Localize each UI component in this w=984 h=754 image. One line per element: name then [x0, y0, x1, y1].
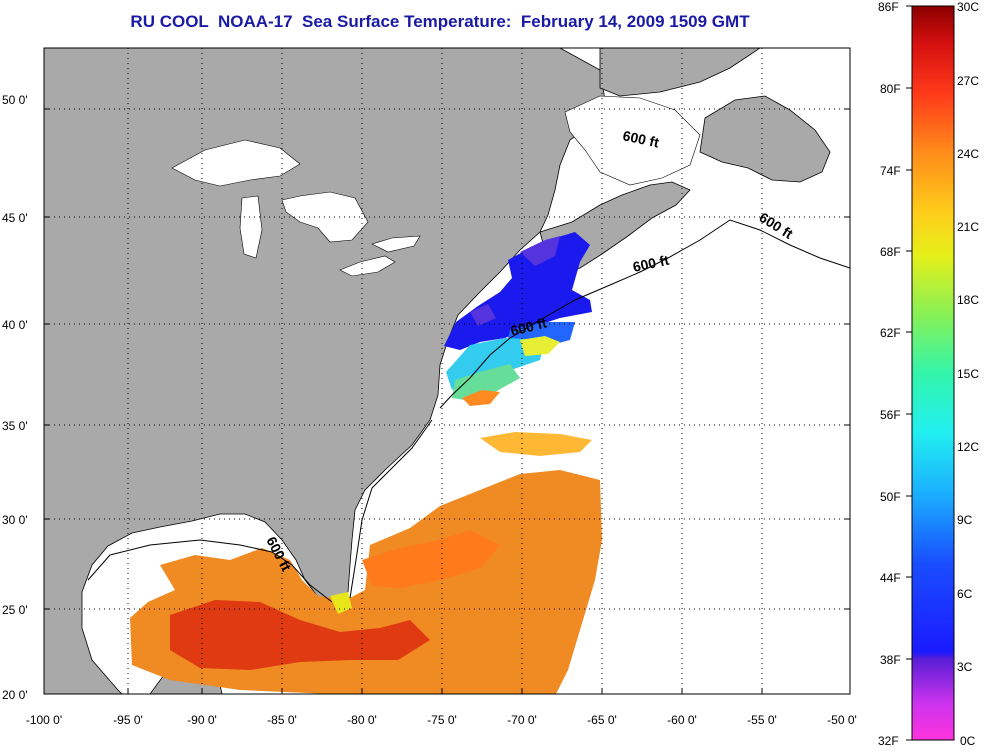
latitude-labels: 50 0' 45 0' 40 0' 35 0' 30 0' 25 0' 20 0… — [2, 93, 28, 702]
map-title: RU COOL NOAA-17 Sea Surface Temperature:… — [130, 12, 750, 31]
colorbar-c-label: 24C — [957, 147, 979, 161]
lat-label: 25 0' — [2, 603, 28, 617]
colorbar-c-label: 0C — [960, 734, 976, 748]
land-labrador — [599, 48, 761, 97]
colorbar-f-label: 68F — [880, 245, 901, 259]
lon-label: -50 0' — [827, 713, 857, 727]
lat-label: 50 0' — [2, 93, 28, 107]
sst-gulfstream-yellow — [520, 336, 560, 356]
sst-florida-bay — [330, 592, 352, 614]
lon-label: -85 0' — [267, 713, 297, 727]
sst-gulf-warm — [362, 530, 500, 588]
lat-label: 40 0' — [2, 318, 28, 332]
sst-caribbean-red — [170, 600, 430, 670]
lon-label: -90 0' — [187, 713, 217, 727]
colorbar-f-label: 50F — [880, 490, 901, 504]
sst-shelf-violet — [470, 236, 560, 326]
gulf-st-lawrence — [564, 95, 701, 186]
great-lakes — [171, 139, 421, 277]
lon-label: -55 0' — [747, 713, 777, 727]
colorbar-c-label: 3C — [957, 660, 973, 674]
colorbar-c-label: 18C — [957, 293, 979, 307]
colorbar-ramp — [911, 5, 955, 741]
colorbar-f-label: 56F — [880, 408, 901, 422]
sst-slope-green — [452, 364, 520, 400]
isobath-600ft — [87, 219, 850, 603]
lat-label: 30 0' — [2, 513, 28, 527]
colorbar-f-label: 74F — [880, 164, 901, 178]
colorbar-c-label: 9C — [957, 513, 973, 527]
sst-gulfstream-orange — [462, 390, 500, 406]
lat-label: 20 0' — [2, 688, 28, 702]
colorbar-f-label: 38F — [880, 653, 901, 667]
lon-label: -70 0' — [507, 713, 537, 727]
land-north-america — [44, 48, 606, 694]
map-frame — [43, 47, 851, 695]
lon-label: -65 0' — [587, 713, 617, 727]
colorbar-f-label: 86F — [878, 0, 899, 14]
isobath-label: 600 ft — [631, 252, 670, 275]
lat-label: 45 0' — [2, 211, 28, 225]
isobath-label: 600 ft — [621, 127, 660, 150]
colorbar-c-label: 27C — [957, 74, 979, 88]
lon-label: -80 0' — [347, 713, 377, 727]
colorbar-c-label: 6C — [957, 587, 973, 601]
lon-label: -100 0' — [26, 713, 62, 727]
axis-ticks — [44, 108, 850, 694]
colorbar-f-label: 62F — [880, 326, 901, 340]
lon-label: -75 0' — [427, 713, 457, 727]
colorbar-f-label: 44F — [880, 571, 901, 585]
land-newfoundland — [699, 95, 831, 183]
colorbar-c-label: 12C — [957, 440, 979, 454]
colorbar: 86F 80F 74F 68F 62F 56F 50F 44F 38F 32F … — [878, 0, 979, 748]
colorbar-f-label: 32F — [878, 734, 899, 748]
colorbar-c-label: 15C — [957, 367, 979, 381]
lat-label: 35 0' — [2, 419, 28, 433]
colorbar-c-label: 21C — [957, 220, 979, 234]
lon-label: -60 0' — [667, 713, 697, 727]
lon-label: -95 0' — [113, 713, 143, 727]
colorbar-c-label: 30C — [957, 0, 979, 14]
colorbar-f-label: 80F — [880, 82, 901, 96]
sst-mid-atlantic-patch — [480, 432, 592, 456]
longitude-labels: -100 0' -95 0' -90 0' -85 0' -80 0' -75 … — [26, 713, 857, 727]
